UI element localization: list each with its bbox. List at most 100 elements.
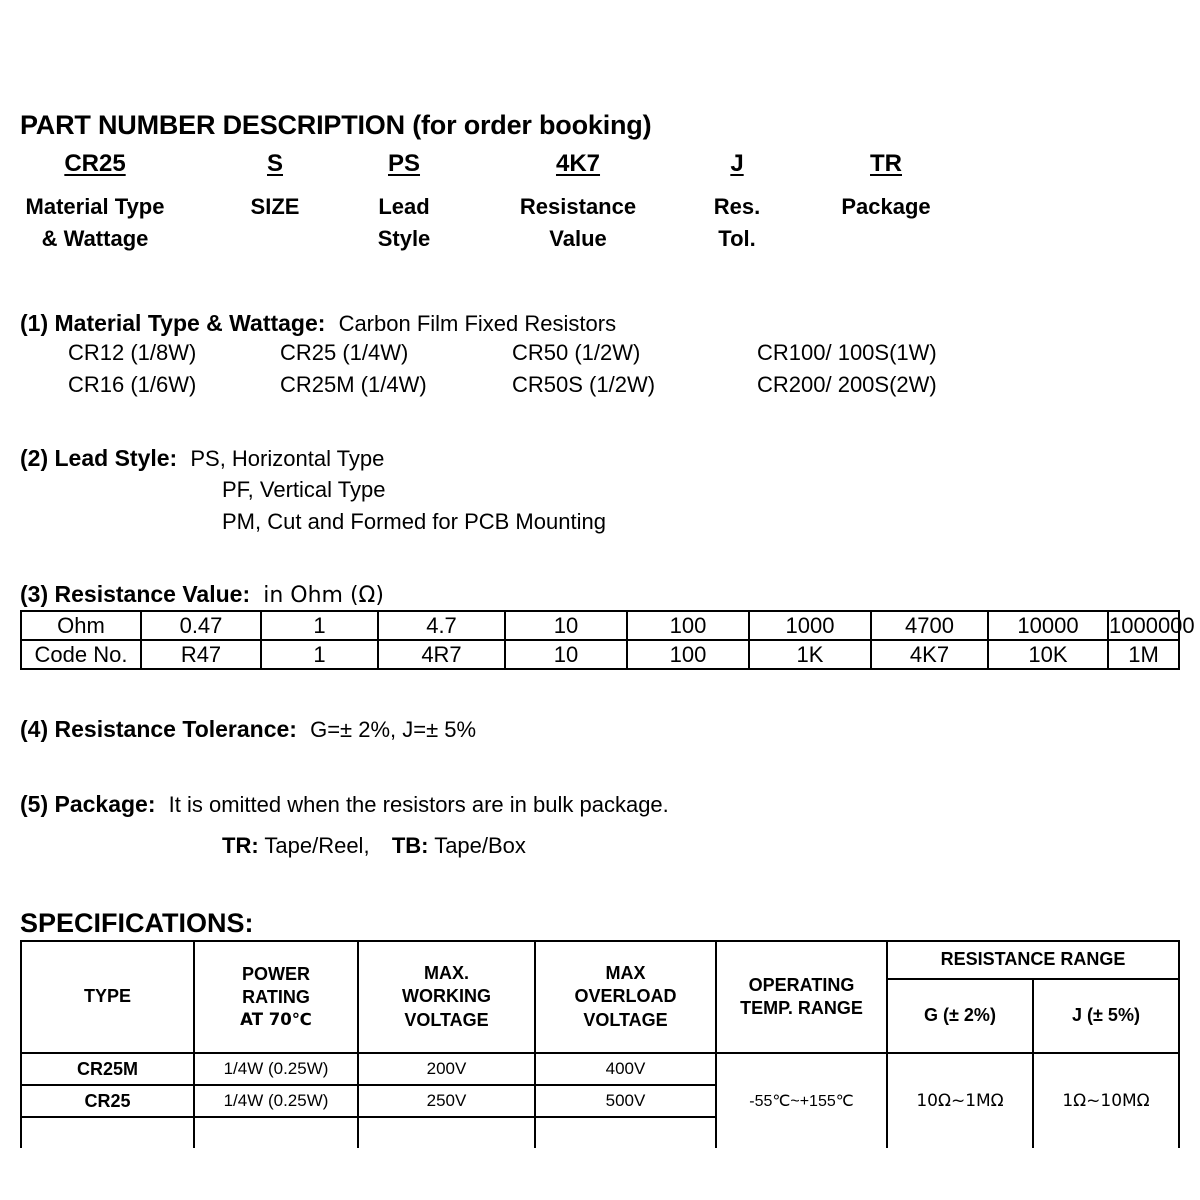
spec-row-1-type: CR25M bbox=[20, 1052, 195, 1086]
res-code-cell-8: 10K bbox=[987, 639, 1109, 670]
section-5-heading: (5) Package: It is omitted when the resi… bbox=[20, 791, 669, 818]
part-number-code-resistance: 4K7 bbox=[555, 150, 601, 177]
material-row2-col1: CR16 (1/6W) bbox=[68, 372, 197, 397]
spec-row-3-working bbox=[357, 1116, 536, 1148]
res-code-cell-6: 1K bbox=[748, 639, 872, 670]
res-ohm-cell-3: 4.7 bbox=[377, 610, 506, 641]
material-row1-col2: CR25 (1/4W) bbox=[280, 340, 409, 365]
res-code-cell-1: R47 bbox=[140, 639, 262, 670]
spec-header-max-working-l2: WORKING bbox=[402, 986, 491, 1007]
res-row-header-code: Code No. bbox=[20, 639, 142, 670]
lead-style-line-3: PM, Cut and Formed for PCB Mounting bbox=[222, 509, 606, 534]
spec-header-power-rating: POWER RATING AT 70℃ bbox=[193, 940, 359, 1054]
spec-header-power-rating-l1: POWER bbox=[241, 964, 310, 985]
section-1-title: (1) Material Type & Wattage: bbox=[20, 310, 326, 336]
spec-row-2-power: 1/4W (0.25W) bbox=[193, 1084, 359, 1118]
res-ohm-cell-1: 0.47 bbox=[140, 610, 262, 641]
spec-header-operating-temp-l1: OPERATING bbox=[748, 974, 855, 995]
part-number-code-lead-style: PS bbox=[387, 150, 421, 177]
part-number-label-material-l2: & Wattage bbox=[41, 226, 149, 251]
table-header-subrow: G (± 2%) J (± 5%) bbox=[21, 978, 1180, 1054]
res-ohm-cell-7: 4700 bbox=[870, 610, 989, 641]
spec-header-max-working-voltage: MAX. WORKING VOLTAGE bbox=[357, 940, 536, 1054]
part-number-label-resistance-l2: Value bbox=[549, 226, 607, 251]
res-ohm-cell-4: 10 bbox=[504, 610, 628, 641]
section-5-body: It is omitted when the resistors are in … bbox=[168, 792, 669, 817]
section-3-title: (3) Resistance Value: bbox=[20, 581, 251, 607]
res-code-cell-5: 100 bbox=[626, 639, 750, 670]
spec-range-j-value: 1Ω~10MΩ bbox=[1032, 1052, 1180, 1148]
spec-header-max-overload-voltage: MAX OVERLOAD VOLTAGE bbox=[534, 940, 717, 1054]
section-3-heading: (3) Resistance Value: in Ohm (Ω) bbox=[20, 581, 384, 608]
material-row1-col1: CR12 (1/8W) bbox=[68, 340, 197, 365]
spec-header-type: TYPE bbox=[20, 940, 195, 1054]
section-1-heading: (1) Material Type & Wattage: Carbon Film… bbox=[20, 310, 616, 337]
part-number-label-material-l1: Material Type bbox=[25, 194, 165, 219]
table-row: CR25 1/4W (0.25W) 250V 500V bbox=[20, 1084, 1179, 1118]
res-code-cell-7: 4K7 bbox=[870, 639, 989, 670]
part-number-code-size: S bbox=[266, 150, 284, 177]
spec-row-1-overload: 400V bbox=[534, 1052, 717, 1086]
material-row2-col3: CR50S (1/2W) bbox=[512, 372, 656, 397]
spec-row-2-working: 250V bbox=[357, 1084, 536, 1118]
specifications-title: SPECIFICATIONS: bbox=[20, 908, 254, 938]
section-1-body: Carbon Film Fixed Resistors bbox=[338, 311, 617, 336]
res-code-cell-2: 1 bbox=[260, 639, 379, 670]
section-4-title: (4) Resistance Tolerance: bbox=[20, 716, 297, 742]
table-header-row: TYPE POWER RATING AT 70℃ MAX. WORKING VO… bbox=[20, 940, 1180, 1054]
part-number-code-row: CR25 S PS 4K7 J TR bbox=[0, 150, 1200, 180]
section-5-title: (5) Package: bbox=[20, 791, 156, 817]
part-number-code-tolerance: J bbox=[730, 150, 744, 177]
section-4-heading: (4) Resistance Tolerance: G=± 2%, J=± 5% bbox=[20, 716, 476, 743]
table-row: Ohm 0.47 1 4.7 10 100 1000 4700 10000 10… bbox=[20, 610, 1195, 641]
part-number-label-row-1: Material Type SIZE Lead Resistance Res. … bbox=[0, 194, 1200, 224]
res-ohm-cell-2: 1 bbox=[260, 610, 379, 641]
spec-row-3-overload bbox=[534, 1116, 717, 1148]
part-number-label-lead-style-l1: Lead bbox=[378, 194, 430, 219]
part-number-code-material: CR25 bbox=[64, 150, 126, 177]
res-ohm-cell-6: 1000 bbox=[748, 610, 872, 641]
spec-header-max-working-l1: MAX. bbox=[424, 963, 469, 984]
package-code-tb-value: Tape/Box bbox=[434, 833, 526, 858]
res-code-cell-9: 1M bbox=[1107, 639, 1180, 670]
spec-header-max-overload-l1: MAX bbox=[605, 963, 646, 984]
spec-row-1-power: 1/4W (0.25W) bbox=[193, 1052, 359, 1086]
package-code-tr-value: Tape/Reel, bbox=[264, 833, 370, 858]
spec-header-power-rating-l2: RATING bbox=[242, 987, 310, 1008]
package-codes-line: TR: Tape/Reel, TB: Tape/Box bbox=[222, 833, 526, 859]
res-ohm-cell-5: 100 bbox=[626, 610, 750, 641]
res-row-header-ohm: Ohm bbox=[20, 610, 142, 641]
spec-operating-temp-value: -55℃~+155℃ bbox=[715, 1052, 888, 1148]
section-3-body: in Ohm (Ω) bbox=[263, 583, 384, 608]
spec-header-operating-temp-range: OPERATING TEMP. RANGE bbox=[715, 940, 888, 1054]
spec-range-g-value: 10Ω~1MΩ bbox=[886, 1052, 1034, 1148]
resistance-value-table: Ohm 0.47 1 4.7 10 100 1000 4700 10000 10… bbox=[20, 610, 1195, 670]
res-ohm-cell-9: 1000000 bbox=[1107, 610, 1195, 641]
spec-header-operating-temp-l2: TEMP. RANGE bbox=[740, 998, 863, 1018]
spec-row-1-working: 200V bbox=[357, 1052, 536, 1086]
section-2-title: (2) Lead Style: bbox=[20, 445, 178, 471]
part-number-label-row-2: & Wattage Style Value Tol. bbox=[0, 226, 1200, 256]
material-row1-col4: CR100/ 100S(1W) bbox=[757, 340, 937, 365]
table-row-partial bbox=[20, 1116, 1179, 1148]
section-2-body: PS, Horizontal Type bbox=[190, 446, 385, 471]
package-code-tr: TR: bbox=[222, 833, 259, 858]
spec-header-max-overload-l2: OVERLOAD bbox=[574, 986, 677, 1007]
spec-row-2-overload: 500V bbox=[534, 1084, 717, 1118]
part-number-description-title: PART NUMBER DESCRIPTION (for order booki… bbox=[20, 110, 652, 140]
spec-header-power-rating-l3: AT 70℃ bbox=[240, 1010, 312, 1030]
material-row2-col4: CR200/ 200S(2W) bbox=[757, 372, 937, 397]
spec-header-resistance-range: RESISTANCE RANGE bbox=[886, 940, 1180, 980]
res-code-cell-3: 4R7 bbox=[377, 639, 506, 670]
part-number-label-package-l1: Package bbox=[841, 194, 931, 219]
section-2-heading: (2) Lead Style: PS, Horizontal Type bbox=[20, 445, 384, 472]
spec-header-range-g: G (± 2%) bbox=[886, 978, 1034, 1054]
spec-header-range-j: J (± 5%) bbox=[1032, 978, 1180, 1054]
spec-header-max-working-l3: VOLTAGE bbox=[404, 1009, 489, 1030]
part-number-label-resistance-l1: Resistance bbox=[519, 194, 637, 219]
section-4-body: G=± 2%, J=± 5% bbox=[310, 717, 477, 742]
table-row: CR25M 1/4W (0.25W) 200V 400V -55℃~+155℃ … bbox=[20, 1052, 1180, 1148]
spec-row-2-type: CR25 bbox=[20, 1084, 195, 1118]
part-number-label-tolerance-l1: Res. bbox=[713, 194, 761, 219]
